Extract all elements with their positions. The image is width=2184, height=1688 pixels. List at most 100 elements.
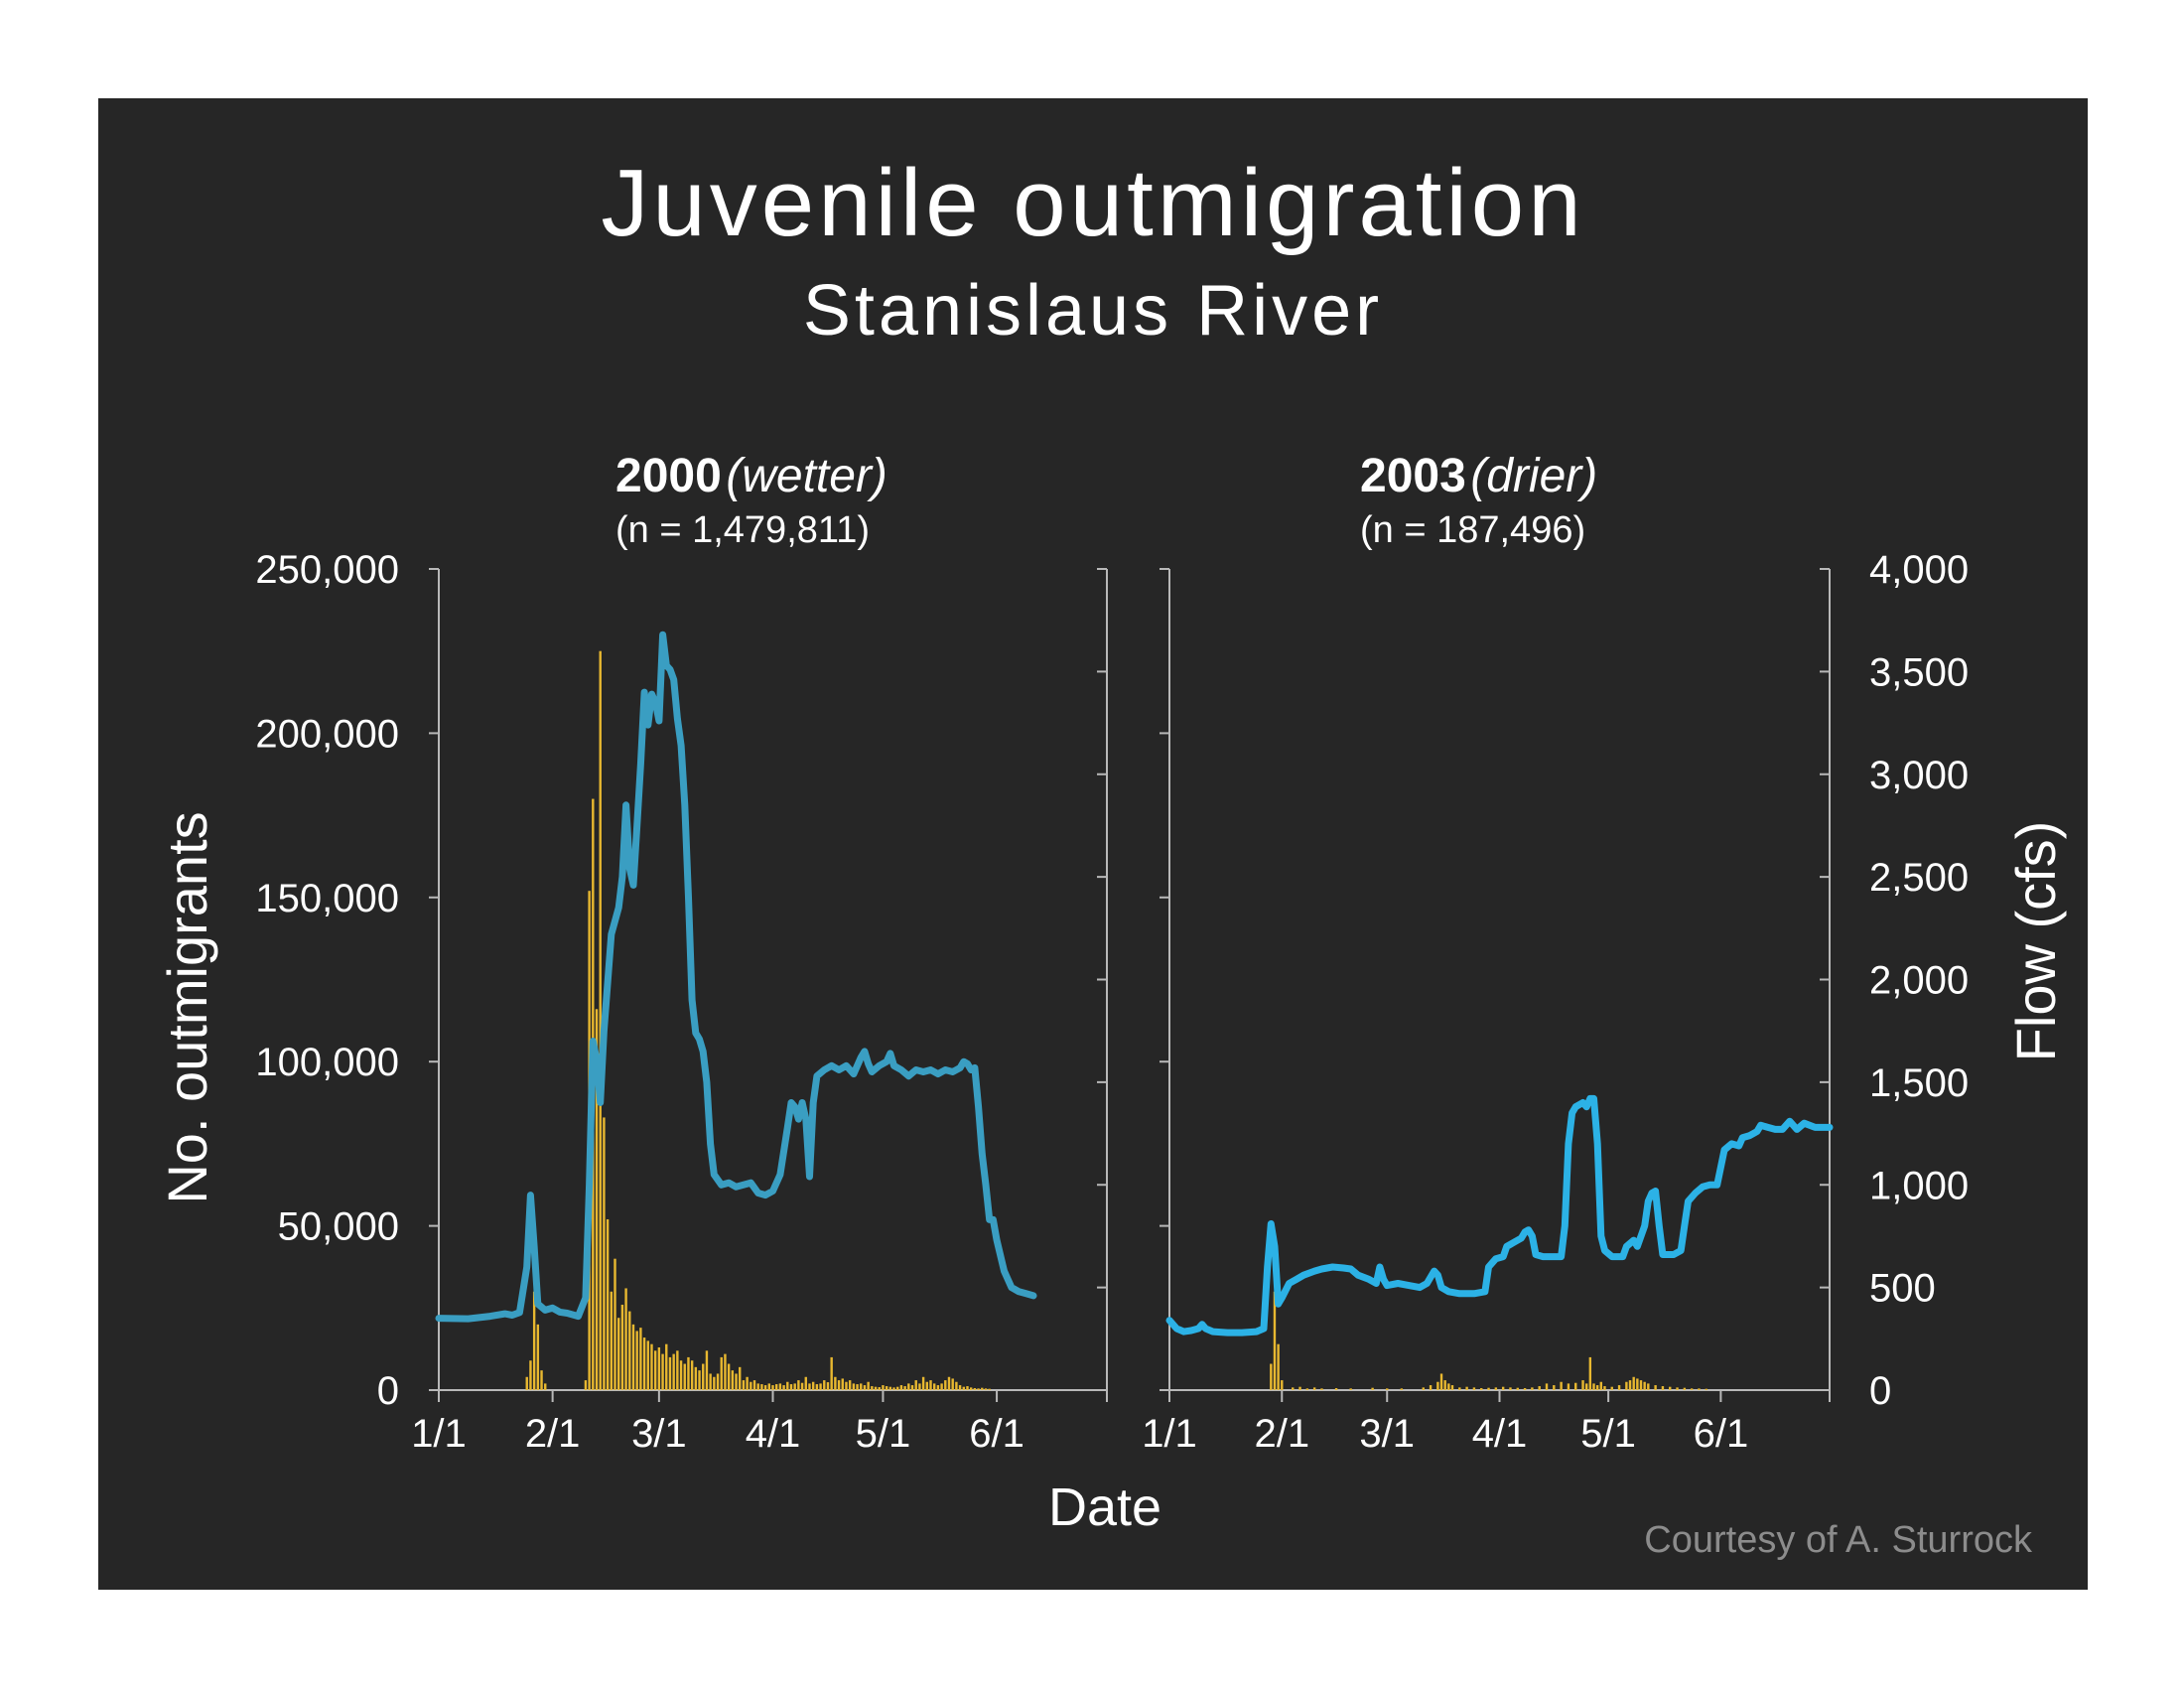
outmigrant-bar [599, 650, 602, 1390]
outmigrant-bar [698, 1370, 701, 1390]
outmigrant-bar [1628, 1380, 1632, 1390]
outmigrant-bar [1610, 1386, 1613, 1390]
outmigrant-bar [1643, 1381, 1646, 1390]
outmigrant-bar [1545, 1383, 1549, 1390]
outmigrant-bar [690, 1360, 694, 1390]
outmigrant-bar [1676, 1387, 1679, 1390]
outmigrant-bar [616, 1318, 620, 1390]
outmigrant-bar [903, 1386, 906, 1390]
credit-text: Courtesy of A. Sturrock [1644, 1519, 2032, 1561]
outmigrant-bar [679, 1360, 683, 1390]
outmigrant-bar [981, 1387, 984, 1390]
outmigrant-bar [1436, 1381, 1439, 1390]
outmigrant-bar [1661, 1386, 1665, 1390]
outmigrant-bar [907, 1383, 910, 1390]
outmigrant-bar [1494, 1387, 1498, 1390]
outmigrant-bar [789, 1384, 793, 1390]
outmigrant-bar [793, 1383, 796, 1390]
outmigrant-bar [896, 1386, 899, 1390]
outmigrant-bar [631, 1324, 635, 1390]
outmigrant-bar [639, 1328, 642, 1390]
outmigrant-bar [1690, 1388, 1694, 1390]
outmigrant-bar [1447, 1383, 1450, 1390]
y-right-tick-label: 2,500 [1869, 856, 1969, 900]
outmigrant-bar [756, 1383, 759, 1390]
outmigrant-bar [1472, 1387, 1476, 1390]
outmigrant-bar [752, 1380, 756, 1390]
outmigrant-bar [1669, 1386, 1672, 1390]
x-tick-label: 6/1 [969, 1412, 1024, 1456]
outmigrant-bar [1567, 1383, 1570, 1390]
outmigrant-bar [1305, 1388, 1309, 1390]
panel-header-2000: 2000 (wetter) (n = 1,479,811) [615, 449, 887, 552]
x-tick-label: 5/1 [856, 1412, 911, 1456]
outmigrant-bar [984, 1388, 988, 1390]
outmigrant-bar [778, 1383, 782, 1390]
y-right-tick-label: 3,000 [1869, 754, 1969, 797]
outmigrant-bar [899, 1385, 903, 1390]
outmigrant-bar [1422, 1387, 1425, 1390]
outmigrant-bar [1429, 1385, 1433, 1390]
slide-background: Juvenile outmigration Stanislaus River 2… [98, 98, 2088, 1590]
outmigrant-bar [1599, 1381, 1603, 1390]
outmigrant-bar [702, 1363, 705, 1390]
outmigrant-bar [635, 1331, 638, 1390]
y-right-tick-label: 3,500 [1869, 650, 1969, 694]
outmigrant-bar [713, 1376, 716, 1390]
outmigrant-bar [1647, 1383, 1650, 1390]
y-right-tick-label: 500 [1869, 1267, 1936, 1311]
outmigrant-bar [763, 1385, 767, 1390]
outmigrant-bar [892, 1387, 895, 1390]
outmigrant-bar [782, 1385, 785, 1390]
outmigrant-bar [603, 1117, 606, 1390]
y-left-tick-label: 50,000 [278, 1205, 399, 1249]
outmigrant-bar [529, 1360, 532, 1390]
outmigrant-bar [1639, 1380, 1643, 1390]
outmigrant-bar [837, 1380, 841, 1390]
outmigrant-bar [1588, 1356, 1592, 1390]
outmigrant-bar [595, 1009, 599, 1390]
outmigrant-bar [969, 1387, 973, 1390]
outmigrant-bar [771, 1385, 774, 1390]
outmigrant-bar [852, 1383, 856, 1390]
outmigrant-bar [871, 1386, 874, 1390]
outmigrant-bar [606, 1218, 610, 1390]
outmigrant-bar [966, 1386, 969, 1390]
outmigrant-bar [1465, 1386, 1468, 1390]
outmigrant-bar [661, 1353, 664, 1390]
outmigrant-bar [1334, 1388, 1338, 1390]
outmigrant-bar [848, 1380, 852, 1390]
outmigrant-bar [947, 1376, 951, 1390]
outmigrant-bar [1603, 1386, 1606, 1390]
outmigrant-bar [532, 1291, 536, 1390]
outmigrant-bar [888, 1386, 892, 1390]
outmigrant-bar [687, 1356, 690, 1390]
outmigrant-bar [731, 1370, 735, 1390]
outmigrant-bar [1292, 1387, 1295, 1390]
x-tick-label: 1/1 [411, 1412, 467, 1456]
outmigrant-bar [1443, 1380, 1446, 1390]
outmigrant-bar [921, 1376, 925, 1390]
outmigrant-bar [1439, 1373, 1443, 1390]
panel-condition: (wetter) [726, 450, 887, 502]
outmigrant-bar [672, 1353, 675, 1390]
outmigrant-bar [705, 1350, 709, 1390]
outmigrant-bar [709, 1373, 712, 1390]
outmigrant-bar [940, 1383, 943, 1390]
flow-line [435, 631, 1037, 1323]
outmigrant-bar [1592, 1383, 1595, 1390]
outmigrant-bar [808, 1383, 811, 1390]
outmigrant-bar [882, 1385, 885, 1390]
x-tick-label: 4/1 [1472, 1412, 1528, 1456]
outmigrant-bar [665, 1343, 668, 1390]
outmigrant-bar [1632, 1376, 1635, 1390]
outmigrant-bar [1400, 1388, 1404, 1390]
y-right-tick-label: 1,500 [1869, 1061, 1969, 1105]
x-tick-label: 1/1 [1142, 1412, 1197, 1456]
outmigrant-bar [1560, 1381, 1563, 1390]
outmigrant-bar [826, 1382, 830, 1390]
outmigrant-bar [867, 1381, 870, 1390]
outmigrant-bar [815, 1384, 819, 1390]
outmigrant-bar [834, 1376, 837, 1390]
